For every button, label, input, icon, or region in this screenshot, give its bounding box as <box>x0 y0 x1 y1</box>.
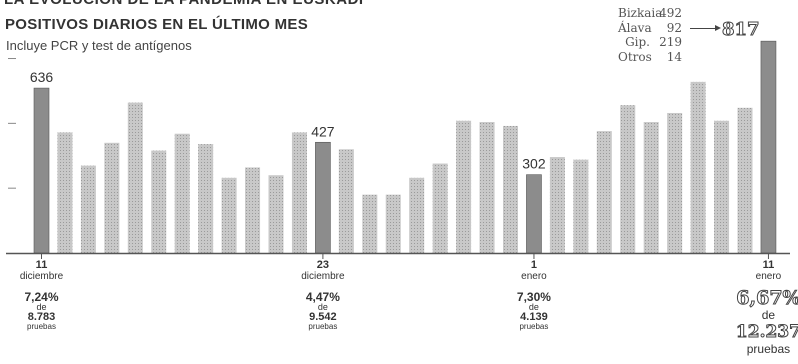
bar <box>620 105 636 253</box>
bar <box>385 194 401 253</box>
bar <box>221 177 237 253</box>
bar <box>432 163 448 253</box>
bar <box>549 157 565 253</box>
chart-subtitle: Incluye PCR y test de antígenos <box>6 38 192 53</box>
bar <box>573 159 589 253</box>
bar <box>479 122 495 253</box>
bar <box>667 112 683 253</box>
bar <box>409 177 425 253</box>
x-tick-label: 23 diciembre <box>301 259 345 283</box>
bar <box>57 132 73 253</box>
bar <box>198 144 214 253</box>
x-tick-day: 23 <box>316 259 330 271</box>
breakdown-value: 14 <box>666 49 682 64</box>
positivity-tests: 4.139 <box>520 311 548 323</box>
highlight-bar <box>526 174 542 254</box>
x-tick-day: 11 <box>35 259 48 271</box>
positivity-of: de <box>36 302 47 312</box>
breakdown-label: Álava <box>618 20 652 35</box>
highlight-bar <box>760 40 777 254</box>
breakdown-arrow-icon <box>715 25 721 31</box>
positivity-percent: 4,47% <box>305 290 340 304</box>
x-tick-month: diciembre <box>301 271 345 282</box>
positivity-percent: 7,24% <box>24 290 59 304</box>
positivity-tests-word: pruebas <box>308 322 338 331</box>
value-label: 427 <box>311 123 335 139</box>
x-tick-label: 11 enero <box>755 259 782 283</box>
x-tick-month: enero <box>755 271 782 282</box>
value-label: 302 <box>522 156 546 172</box>
bar <box>737 107 753 253</box>
positivity-of: de <box>761 308 776 322</box>
x-tick-day: 11 <box>762 259 775 271</box>
breakdown-total: 817 <box>722 19 761 41</box>
breakdown-arrow-line <box>690 28 717 29</box>
positivity-of: de <box>528 302 539 312</box>
bar <box>338 149 354 253</box>
bar <box>714 120 730 253</box>
bar <box>245 167 261 253</box>
bar <box>362 194 378 253</box>
positivity-tests-word: pruebas <box>519 322 549 331</box>
bar <box>104 142 120 253</box>
clipped-headline: LA EVOLUCIÓN DE LA PANDEMIA EN EUSKADI <box>0 0 420 9</box>
clipped-headline-text: LA EVOLUCIÓN DE LA PANDEMIA EN EUSKADI <box>4 0 364 8</box>
bar <box>151 150 167 253</box>
bar <box>596 131 612 253</box>
positivity-tests-word: pruebas <box>27 322 56 331</box>
bar <box>80 165 96 253</box>
positivity-stat: 7,30% de 4.139 pruebas <box>516 290 551 332</box>
bar <box>174 133 190 253</box>
positivity-tests: 8.783 <box>27 311 56 323</box>
positivity-stat: 6,67% de 12.237 pruebas <box>735 287 798 358</box>
positivity-stat: 7,24% de 8.783 pruebas <box>24 290 59 332</box>
value-label: 636 <box>30 69 54 85</box>
bar <box>268 175 284 253</box>
x-tick-label: 11 diciembre <box>19 259 64 283</box>
chart-title: POSITIVOS DIARIOS EN EL ÚLTIMO MES <box>5 16 309 33</box>
highlight-bar <box>33 87 50 254</box>
breakdown-value: 219 <box>659 35 682 49</box>
x-tick-month: enero <box>521 271 547 282</box>
positivity-tests: 9.542 <box>309 311 337 323</box>
x-tick-day: 1 <box>530 259 537 271</box>
bar <box>503 125 518 253</box>
positivity-stat: 4,47% de 9.542 pruebas <box>305 290 340 332</box>
bar <box>456 120 472 253</box>
bar <box>127 102 143 254</box>
positivity-percent: 7,30% <box>516 290 551 304</box>
positivity-of: de <box>317 302 328 312</box>
x-tick-label: 1 enero <box>521 259 547 283</box>
positivity-tests-word: pruebas <box>746 342 791 356</box>
bar <box>291 132 307 253</box>
breakdown-label: Otros <box>618 49 652 64</box>
x-tick-month: diciembre <box>19 271 64 282</box>
breakdown-label: Gip. <box>625 35 650 49</box>
breakdown-value: 92 <box>666 20 682 35</box>
positivity-tests: 12.237 <box>735 322 798 342</box>
positivity-percent: 6,67% <box>736 287 798 309</box>
bar <box>690 81 706 253</box>
breakdown-value: 492 <box>659 6 682 20</box>
bar <box>643 122 659 253</box>
highlight-bar <box>315 141 331 254</box>
